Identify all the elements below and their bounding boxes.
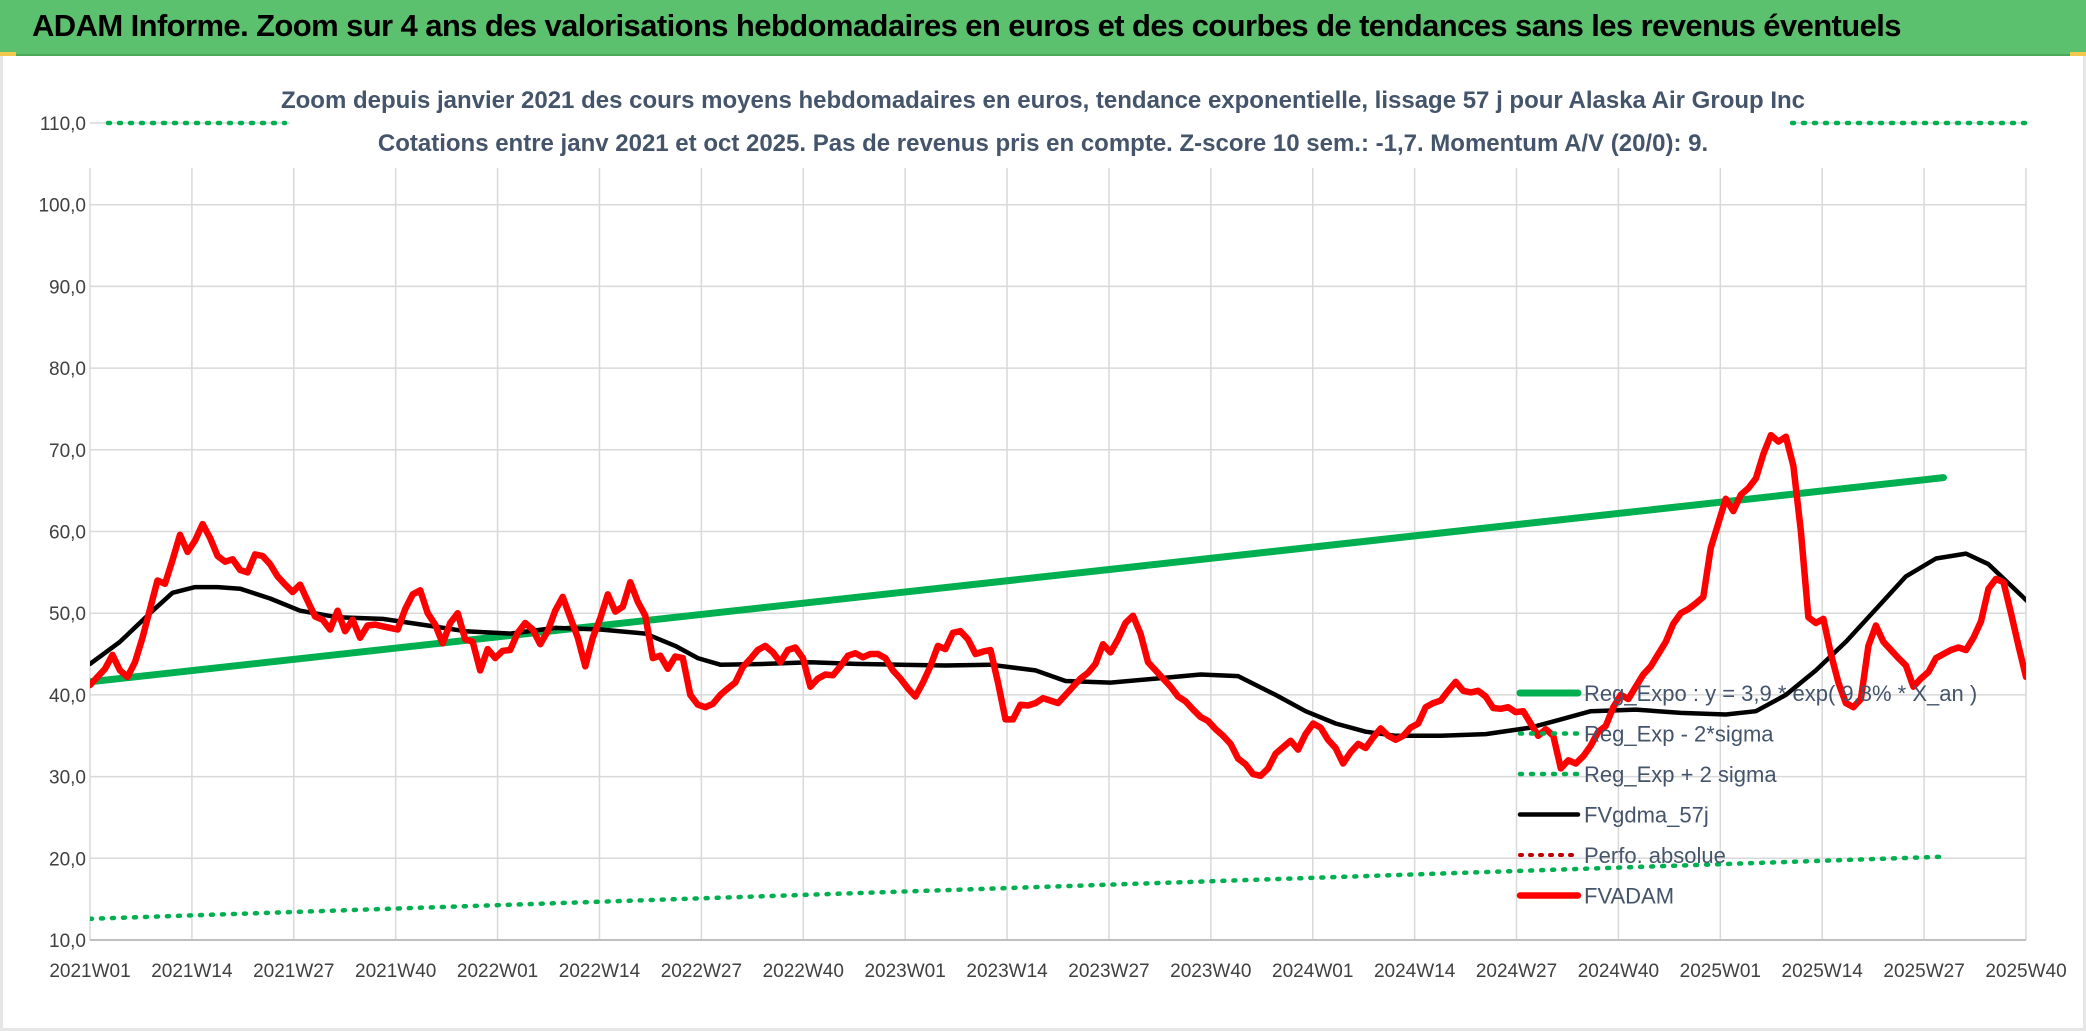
x-tick-label: 2024W14 — [1374, 961, 1456, 982]
x-tick-label: 2025W27 — [1883, 961, 1964, 982]
x-tick-label: 2025W14 — [1782, 961, 1864, 982]
chart-title-line2: Cotations entre janv 2021 et oct 2025. P… — [378, 130, 1708, 157]
y-tick-label: 60,0 — [49, 523, 86, 544]
x-tick-label: 2021W40 — [355, 961, 436, 982]
x-tick-label: 2023W40 — [1170, 961, 1251, 982]
y-tick-label: 50,0 — [49, 604, 86, 625]
x-tick-label: 2023W14 — [966, 961, 1048, 982]
banner-corner-left — [0, 52, 16, 56]
x-tick-label: 2023W01 — [864, 961, 945, 982]
y-tick-label: 80,0 — [49, 359, 86, 380]
x-tick-label: 2025W40 — [1985, 961, 2066, 982]
x-tick-label: 2022W01 — [457, 961, 538, 982]
y-tick-label: 110,0 — [40, 114, 86, 135]
y-tick-label: 10,0 — [49, 931, 86, 952]
fvgdma-line — [90, 551, 2026, 739]
legend-label: Perfo. absolue — [1584, 843, 1726, 868]
x-tick-label: 2025W01 — [1680, 961, 1761, 982]
sigma-band-line — [90, 854, 1946, 922]
x-tick-label: 2024W40 — [1578, 961, 1659, 982]
y-tick-label: 30,0 — [49, 768, 86, 789]
chart-series — [90, 120, 2029, 922]
chart-title-line1: Zoom depuis janvier 2021 des cours moyen… — [281, 87, 1805, 114]
x-axis-ticks: 2021W01 2021W14 2021W27 2021W40 2022W01 2022W… — [49, 961, 2066, 982]
x-tick-label: 2023W27 — [1068, 961, 1149, 982]
x-tick-label: 2022W40 — [763, 961, 844, 982]
chart-title-background — [290, 80, 1790, 168]
legend-label: FVgdma_57j — [1584, 803, 1709, 828]
y-tick-label: 40,0 — [49, 686, 86, 707]
chart-frame — [0, 56, 2086, 1031]
legend-label: Reg_Exp - 2*sigma — [1584, 722, 1774, 747]
legend-label: Reg_Expo : y = 3,9 * exp( 9,8% * X_an ) — [1584, 681, 1977, 706]
y-tick-label: 90,0 — [49, 277, 86, 298]
x-tick-label: 2021W14 — [151, 961, 233, 982]
report-title: ADAM Informe. Zoom sur 4 ans des valoris… — [32, 8, 1902, 43]
chart-legend: Reg_Expo : y = 3,9 * exp( 9,8% * X_an ) R… — [1516, 681, 1977, 909]
legend-label: FVADAM — [1584, 884, 1674, 909]
x-tick-label: 2022W27 — [661, 961, 742, 982]
reg-expo-line — [90, 474, 1947, 686]
x-tick-label: 2021W27 — [253, 961, 334, 982]
x-tick-label: 2021W01 — [49, 961, 130, 982]
fvadam-line — [90, 431, 2026, 780]
y-tick-label: 20,0 — [49, 849, 86, 870]
x-tick-label: 2024W27 — [1476, 961, 1557, 982]
y-tick-label: 100,0 — [38, 196, 86, 217]
y-axis-ticks: 10,0 20,0 30,0 40,0 50,0 60,0 70,0 80,0 90,0 100,… — [38, 114, 86, 952]
chart-gridlines — [89, 122, 2027, 941]
x-tick-label: 2022W14 — [559, 961, 641, 982]
banner-corner-right — [2070, 52, 2086, 56]
y-tick-label: 70,0 — [49, 441, 86, 462]
legend-label: Reg_Exp + 2 sigma — [1584, 762, 1777, 787]
report-banner: ADAM Informe. Zoom sur 4 ans des valoris… — [0, 0, 2086, 56]
x-tick-label: 2024W01 — [1272, 961, 1353, 982]
